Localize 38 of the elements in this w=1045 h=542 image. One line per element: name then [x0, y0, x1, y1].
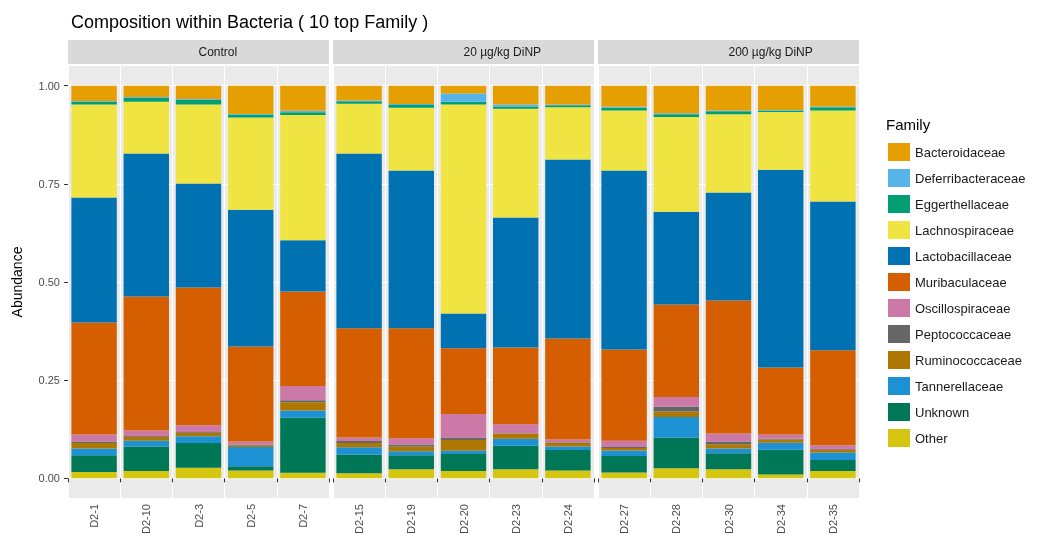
- x-tick-label: D2-23: [509, 504, 522, 534]
- legend-label: Ruminococcaceae: [915, 352, 1022, 368]
- x-tick-label: D2-5: [244, 504, 257, 528]
- chart-title: Composition within Bacteria ( 10 top Family ): [71, 12, 429, 32]
- legend-label: Bacteroidaceae: [915, 144, 1006, 160]
- y-tick-label: 0.25: [38, 374, 60, 387]
- x-tick-label: D2-34: [774, 504, 787, 534]
- x-tick-label: D2-20: [457, 504, 470, 534]
- legend-label: Lactobacillaceae: [915, 248, 1012, 264]
- x-tick-label: D2-7: [296, 504, 309, 528]
- legend-label: Oscillospiraceae: [915, 300, 1011, 316]
- x-tick-label: D2-1: [88, 504, 101, 528]
- legend-title: Family: [886, 116, 931, 133]
- legend-label: Unknown: [915, 404, 970, 420]
- y-tick-label: 0.75: [38, 177, 60, 190]
- y-tick-label: 0.50: [38, 276, 60, 288]
- legend-label: Tannerellaceae: [915, 378, 1004, 394]
- x-tick-label: D2-10: [140, 504, 153, 534]
- legend-label: Deferribacteraceae: [915, 170, 1026, 186]
- x-tick-label: D2-28: [670, 504, 683, 534]
- x-tick-label: D2-24: [561, 504, 574, 534]
- legend-label: Muribaculaceae: [915, 274, 1007, 290]
- y-tick-label: 0.00: [38, 472, 60, 485]
- x-tick-label: D2-27: [618, 504, 631, 534]
- legend-label: Eggerthellaceae: [915, 196, 1009, 212]
- legend-label: Other: [915, 430, 949, 446]
- x-tick-label: D2-30: [722, 504, 735, 534]
- legend-label: Peptococcaceae: [915, 326, 1012, 342]
- x-tick-label: D2-15: [353, 504, 366, 534]
- chart-subtitle: 20 µg/kg DiNP: [463, 45, 542, 59]
- chart-subtitle: 200 µg/kg DiNP: [728, 45, 813, 59]
- x-tick-label: D2-19: [405, 504, 418, 534]
- chart-subtitle: Control: [198, 45, 238, 59]
- x-tick-label: D2-3: [192, 504, 205, 528]
- y-tick-label: 1.00: [38, 79, 60, 92]
- y-axis-title: Abundance: [9, 246, 25, 318]
- legend-label: Lachnospiraceae: [915, 222, 1015, 238]
- x-tick-label: D2-35: [826, 504, 839, 534]
